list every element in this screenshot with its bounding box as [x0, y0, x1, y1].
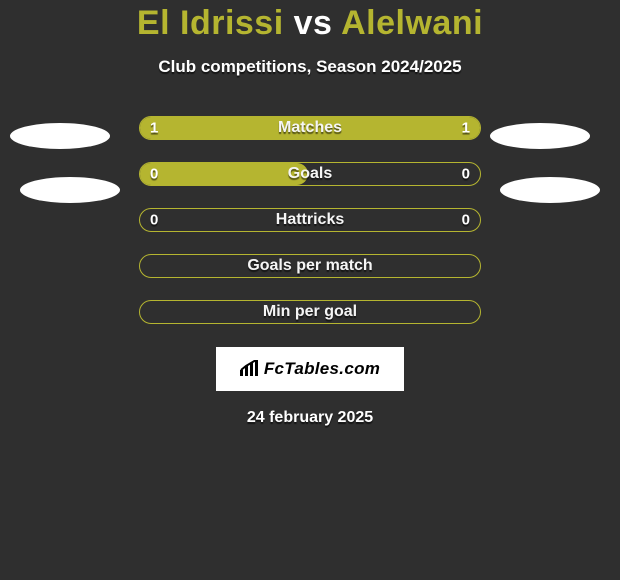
stat-category: Matches [278, 119, 342, 137]
stat-bar: Goals per match [139, 254, 481, 278]
stat-bar: 1 1 Matches [139, 116, 481, 140]
stat-bar: 0 0 Goals [139, 162, 481, 186]
avatar-right [490, 123, 590, 149]
stat-value-right: 0 [462, 212, 470, 229]
avatar-left [20, 177, 120, 203]
stat-category: Goals per match [247, 257, 372, 275]
title-vs: vs [294, 4, 333, 42]
player-left-name: El Idrissi [137, 4, 284, 42]
stat-value-right: 0 [462, 166, 470, 183]
stat-value-left: 0 [150, 166, 158, 183]
avatar-right [500, 177, 600, 203]
stat-category: Goals [288, 165, 332, 183]
stat-bar: 0 0 Hattricks [139, 208, 481, 232]
stat-value-left: 0 [150, 212, 158, 229]
attribution-text: FcTables.com [264, 359, 380, 378]
stat-value-left: 1 [150, 120, 158, 137]
stat-row: 0 0 Hattricks [0, 197, 620, 243]
stat-row: Goals per match [0, 243, 620, 289]
stat-bar: Min per goal [139, 300, 481, 324]
generated-date: 24 february 2025 [0, 409, 620, 427]
comparison-title: El Idrissi vs Alelwani [0, 4, 620, 43]
stat-category: Min per goal [263, 303, 357, 321]
subtitle: Club competitions, Season 2024/2025 [0, 57, 620, 77]
chart-icon [240, 360, 260, 376]
player-right-name: Alelwani [341, 4, 483, 42]
stat-category: Hattricks [276, 211, 344, 229]
stat-value-right: 1 [462, 120, 470, 137]
attribution-badge: FcTables.com [216, 347, 404, 391]
stat-row: Min per goal [0, 289, 620, 335]
avatar-left [10, 123, 110, 149]
stat-fill-left [140, 163, 308, 185]
